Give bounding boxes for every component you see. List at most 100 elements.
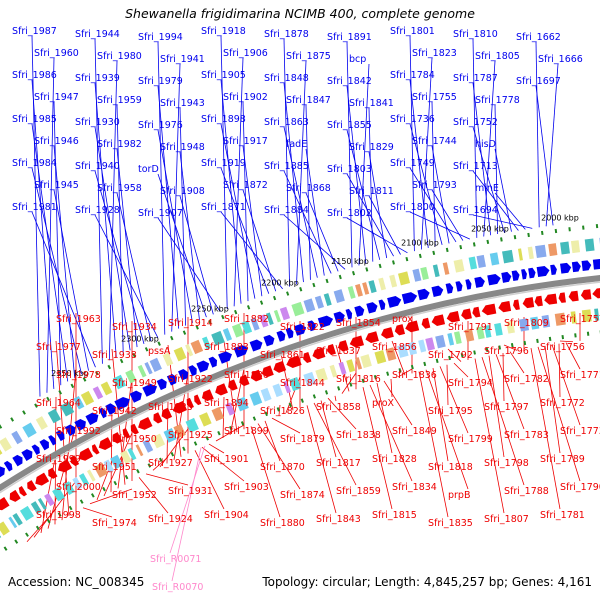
reverse-gene-arrow	[91, 444, 100, 455]
forward-category-band	[100, 381, 113, 396]
forward-category-band	[303, 298, 316, 313]
forward-gene-label: Sfri_1875	[286, 51, 331, 62]
reverse-gene-label: Sfri_1797	[484, 402, 529, 413]
forward-gene-arrow	[501, 271, 512, 283]
reverse-gene-arrow	[513, 299, 520, 310]
label-connector	[409, 35, 415, 252]
outer-tick	[70, 383, 75, 389]
label-connector	[346, 217, 408, 254]
label-connector	[472, 38, 478, 238]
reverse-category-band	[494, 322, 503, 336]
reverse-gene-label: Sfri_1951	[92, 462, 137, 473]
inner-tick	[35, 525, 40, 531]
label-connector	[313, 402, 357, 486]
outer-tick	[182, 330, 187, 335]
reverse-category-band	[173, 423, 186, 439]
rna-connector	[171, 447, 202, 582]
outer-tick	[554, 228, 558, 234]
reverse-gene-label: Sfri_1883	[204, 342, 249, 353]
forward-gene-arrow	[417, 288, 430, 301]
forward-category-band	[584, 238, 595, 252]
reverse-gene-arrow	[194, 394, 202, 406]
forward-gene-label: Sfri_1872	[223, 180, 268, 191]
forward-gene-arrow	[166, 373, 177, 386]
reverse-gene-arrow	[130, 423, 139, 435]
inner-tick	[68, 505, 73, 511]
forward-gene-label: Sfri_1958	[97, 183, 142, 194]
forward-category-band	[489, 252, 500, 266]
reverse-category-band	[338, 361, 347, 375]
reverse-gene-label: Sfri_1903	[224, 482, 269, 493]
reverse-gene-label: Sfri_1963	[56, 314, 101, 325]
label-connector	[201, 446, 245, 482]
reverse-category-band	[397, 344, 409, 358]
reverse-gene-arrow	[568, 290, 579, 302]
label-connector	[94, 214, 159, 338]
forward-gene-arrow	[536, 265, 550, 278]
forward-category-band	[250, 317, 260, 331]
label-connector	[368, 195, 401, 255]
forward-category-band	[442, 262, 450, 275]
reverse-gene-label: prpB	[448, 490, 470, 501]
forward-gene-arrow	[333, 311, 345, 324]
outer-tick	[208, 319, 212, 325]
forward-category-band	[144, 362, 153, 375]
reverse-gene-label: Sfri_1790	[560, 482, 600, 493]
forward-gene-arrow	[48, 435, 56, 446]
inner-tick	[205, 436, 209, 441]
reverse-gene-label: Sfri_1791	[448, 322, 493, 333]
forward-category-band	[112, 374, 127, 390]
label-connector	[483, 60, 496, 237]
forward-gene-arrow	[378, 299, 386, 311]
reverse-category-band	[0, 535, 2, 538]
forward-category-band	[73, 395, 85, 410]
forward-gene-arrow	[31, 444, 40, 455]
forward-category-band	[201, 336, 212, 350]
reverse-category-band	[360, 354, 372, 369]
forward-category-band	[222, 328, 233, 342]
inner-tick	[276, 407, 280, 412]
outer-tick	[459, 244, 463, 250]
inner-tick	[57, 512, 62, 517]
forward-gene-label: Sfri_1976	[138, 120, 183, 131]
forward-gene-label: Sfri_1905	[201, 70, 246, 81]
reverse-category-band	[476, 326, 485, 340]
inner-tick	[410, 364, 414, 370]
inner-tick	[46, 518, 51, 524]
forward-gene-arrow	[188, 365, 197, 377]
label-connector	[110, 404, 113, 493]
forward-gene-arrow	[74, 418, 86, 431]
inner-tick	[25, 532, 29, 537]
reverse-gene-arrow	[338, 340, 349, 352]
outer-tick	[286, 291, 290, 296]
forward-gene-label: Sfri_1662	[516, 32, 561, 43]
reverse-gene-arrow	[534, 295, 543, 307]
forward-gene-label: Sfri_1884	[264, 205, 309, 216]
reverse-category-band	[63, 481, 75, 495]
forward-gene-label: Sfri_1736	[390, 114, 435, 125]
inner-tick	[337, 386, 341, 391]
forward-gene-label: Sfri_1744	[412, 136, 457, 147]
label-connector	[453, 362, 469, 378]
forward-gene-label: Sfri_1801	[390, 26, 435, 37]
label-connector	[283, 82, 304, 283]
label-connector	[233, 57, 244, 307]
label-connector	[535, 85, 554, 226]
label-connector	[220, 123, 256, 299]
label-connector-lines	[26, 35, 581, 582]
label-connector	[283, 38, 290, 287]
reverse-category-band	[374, 350, 387, 365]
reverse-gene-label: Sfri_1818	[428, 462, 473, 473]
label-connector	[383, 380, 413, 426]
outer-tick	[338, 274, 342, 280]
label-connector	[179, 151, 200, 320]
forward-gene-label: Sfri_1878	[264, 29, 309, 40]
forward-category-band	[80, 390, 95, 406]
reverse-category-band	[225, 402, 236, 416]
label-connector	[257, 423, 301, 490]
inner-tick	[548, 336, 552, 342]
reverse-category-band	[151, 433, 166, 449]
inner-tick	[159, 457, 163, 463]
reverse-category-band	[385, 347, 397, 361]
label-connector	[537, 346, 581, 482]
